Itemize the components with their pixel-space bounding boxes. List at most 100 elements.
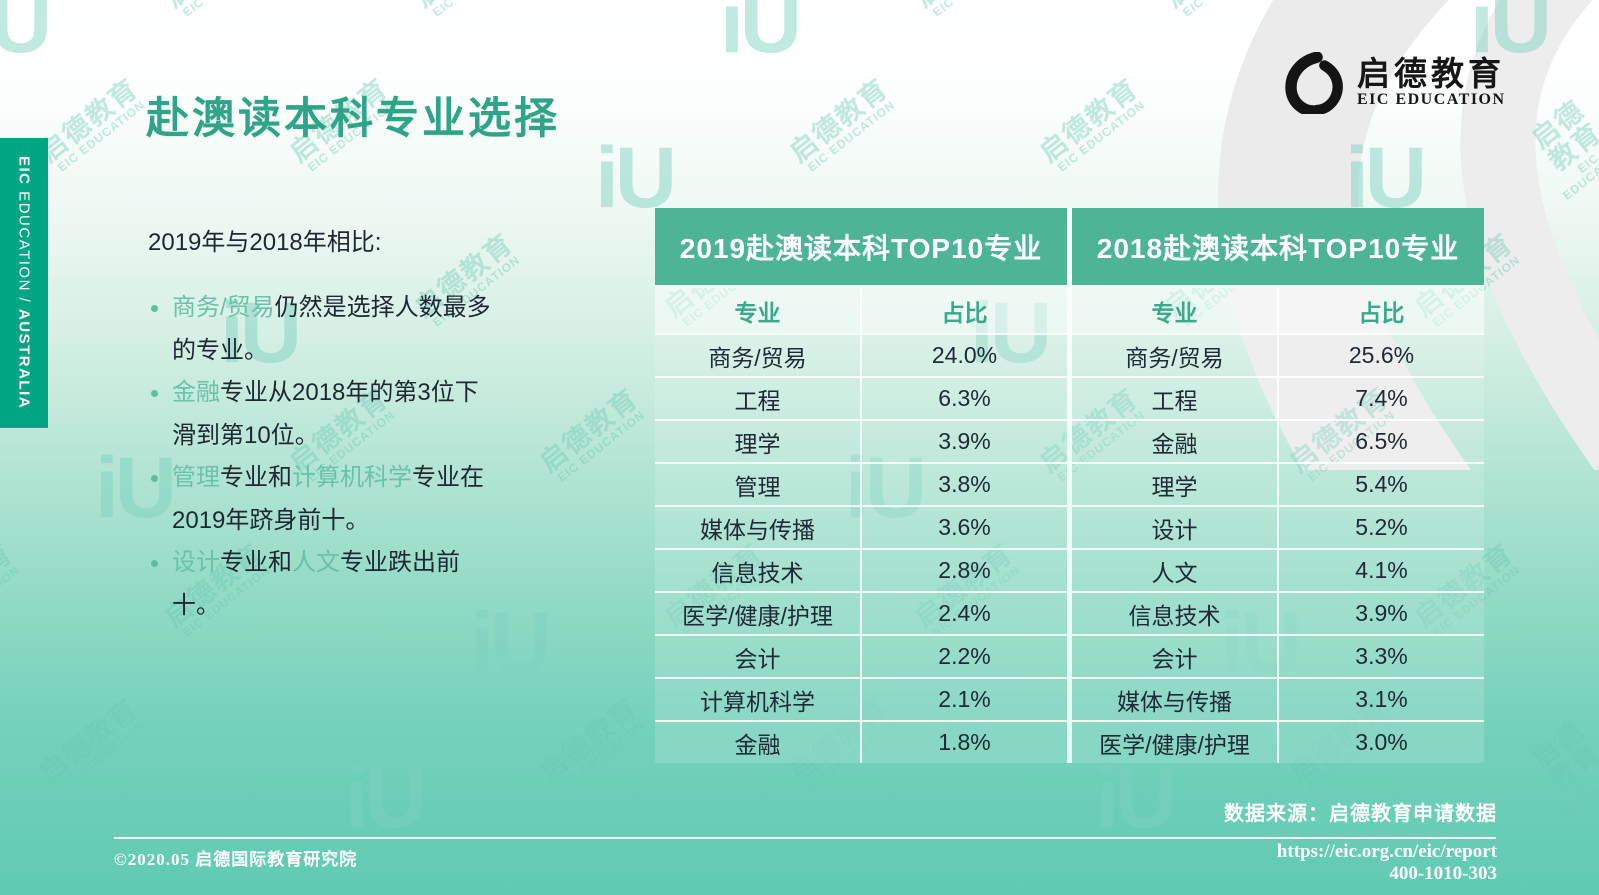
column-header-major: 专业 xyxy=(1072,288,1279,333)
bullet-item: 设计专业和人文专业跌出前十。 xyxy=(148,542,500,627)
bullet-text: 专业跌出前十。 xyxy=(172,549,460,619)
major-name-highlight: 人文 xyxy=(292,549,340,576)
share-cell: 3.9% xyxy=(938,428,991,454)
logo-name-cn: 启德教育 xyxy=(1357,54,1505,92)
table-row: 设计 5.2% xyxy=(1072,505,1484,548)
share-cell: 3.1% xyxy=(1355,686,1408,712)
table-row: 管理 3.8% xyxy=(655,462,1067,505)
comparison-summary: 2019年与2018年相比: 商务/贸易仍然是选择人数最多的专业。 金融专业从20… xyxy=(148,222,618,627)
column-header-major: 专业 xyxy=(655,288,862,333)
table-row: 金融 6.5% xyxy=(1072,419,1484,462)
bullet-item: 管理专业和计算机科学专业在2019年跻身前十。 xyxy=(148,457,500,542)
table-2018-column-headers: 专业 占比 xyxy=(1072,288,1484,333)
column-header-share: 占比 xyxy=(1358,299,1405,326)
major-cell: 会计 xyxy=(655,636,862,677)
major-cell: 金融 xyxy=(1072,421,1279,462)
bullet-text: 专业在2019年跻身前十。 xyxy=(172,464,484,534)
major-cell: 商务/贸易 xyxy=(1072,335,1279,376)
major-cell: 商务/贸易 xyxy=(655,335,862,376)
page-title: 赴澳读本科专业选择 xyxy=(146,95,560,143)
share-cell: 5.4% xyxy=(1355,471,1408,497)
major-cell: 人文 xyxy=(1072,550,1279,591)
major-cell: 信息技术 xyxy=(1072,593,1279,634)
major-name-highlight: 计算机科学 xyxy=(292,464,412,491)
major-cell: 医学/健康/护理 xyxy=(1072,722,1279,763)
share-cell: 24.0% xyxy=(931,342,998,368)
share-cell: 3.9% xyxy=(1355,600,1408,626)
share-cell: 2.4% xyxy=(938,600,991,626)
bullet-text: 专业从2018年的第3位下滑到第10位。 xyxy=(172,379,479,449)
share-cell: 6.5% xyxy=(1355,428,1408,454)
major-cell: 计算机科学 xyxy=(655,679,862,720)
comparison-bullets: 商务/贸易仍然是选择人数最多的专业。 金融专业从2018年的第3位下滑到第10位。… xyxy=(148,287,500,627)
table-row: 人文 4.1% xyxy=(1072,548,1484,591)
bullet-text: 仍然是选择人数最多的专业。 xyxy=(172,294,491,364)
sidebar-brand-text: EIC EDUCATION / AUSTRALIA xyxy=(16,156,33,409)
table-row: 工程 7.4% xyxy=(1072,376,1484,419)
table-row: 商务/贸易 24.0% xyxy=(655,333,1067,376)
bullet-dot-icon xyxy=(151,560,158,567)
major-cell: 会计 xyxy=(1072,636,1279,677)
major-cell: 理学 xyxy=(1072,464,1279,505)
table-row: 会计 3.3% xyxy=(1072,634,1484,677)
table-2018-title: 2018赴澳读本科TOP10专业 xyxy=(1072,208,1484,288)
share-cell: 2.1% xyxy=(938,686,991,712)
major-cell: 媒体与传播 xyxy=(655,507,862,548)
major-cell: 工程 xyxy=(655,378,862,419)
share-cell: 7.4% xyxy=(1355,385,1408,411)
table-2019: 2019赴澳读本科TOP10专业 专业 占比 商务/贸易 24.0% 工程 6.3% 理… xyxy=(655,208,1072,763)
bullet-dot-icon xyxy=(151,475,158,482)
share-cell: 2.8% xyxy=(938,557,991,583)
table-row: 医学/健康/护理 2.4% xyxy=(655,591,1067,634)
share-cell: 3.3% xyxy=(1355,643,1408,669)
bullet-item: 金融专业从2018年的第3位下滑到第10位。 xyxy=(148,372,500,457)
share-cell: 25.6% xyxy=(1348,342,1415,368)
table-row: 媒体与传播 3.6% xyxy=(655,505,1067,548)
top10-tables: 2019赴澳读本科TOP10专业 专业 占比 商务/贸易 24.0% 工程 6.3% 理… xyxy=(655,208,1484,763)
major-cell: 理学 xyxy=(655,421,862,462)
table-2019-body: 商务/贸易 24.0% 工程 6.3% 理学 3.9% 管理 3.8% 媒体与传播 3.6% 信息技… xyxy=(655,333,1067,763)
major-name-highlight: 管理 xyxy=(172,464,220,491)
sidebar-brand-separator: / xyxy=(15,298,33,310)
table-row: 信息技术 2.8% xyxy=(655,548,1067,591)
table-row: 商务/贸易 25.6% xyxy=(1072,333,1484,376)
bullet-item: 商务/贸易仍然是选择人数最多的专业。 xyxy=(148,287,500,372)
table-row: 金融 1.8% xyxy=(655,720,1067,763)
table-row: 医学/健康/护理 3.0% xyxy=(1072,720,1484,763)
major-name-highlight: 金融 xyxy=(172,379,220,406)
share-cell: 4.1% xyxy=(1355,557,1408,583)
share-cell: 3.0% xyxy=(1355,729,1408,755)
table-row: 计算机科学 2.1% xyxy=(655,677,1067,720)
major-cell: 媒体与传播 xyxy=(1072,679,1279,720)
share-cell: 3.6% xyxy=(938,514,991,540)
bullet-dot-icon xyxy=(151,305,158,312)
major-name-highlight: 商务/贸易 xyxy=(172,294,275,321)
table-2018-body: 商务/贸易 25.6% 工程 7.4% 金融 6.5% 理学 5.4% 设计 5.2% 人文 4.1%… xyxy=(1072,333,1484,763)
share-cell: 6.3% xyxy=(938,385,991,411)
bullet-text: 专业和 xyxy=(220,549,292,576)
table-row: 会计 2.2% xyxy=(655,634,1067,677)
brand-logo-text: 启德教育 EIC EDUCATION xyxy=(1357,54,1506,110)
logo-name-en: EIC EDUCATION xyxy=(1357,91,1506,109)
footer-divider xyxy=(114,837,1496,839)
comparison-heading: 2019年与2018年相比: xyxy=(148,229,382,256)
footer-data-source: 数据来源：启德教育申请数据 xyxy=(1224,803,1497,825)
share-cell: 5.2% xyxy=(1355,514,1408,540)
footer-copyright: ©2020.05 启德国际教育研究院 xyxy=(114,850,358,869)
table-row: 媒体与传播 3.1% xyxy=(1072,677,1484,720)
table-row: 理学 5.4% xyxy=(1072,462,1484,505)
brand-logo: 启德教育 EIC EDUCATION xyxy=(1283,52,1506,114)
table-2019-title: 2019赴澳读本科TOP10专业 xyxy=(655,208,1067,288)
eic-logo-icon xyxy=(1285,52,1343,114)
share-cell: 1.8% xyxy=(938,729,991,755)
major-cell: 医学/健康/护理 xyxy=(655,593,862,634)
table-row: 信息技术 3.9% xyxy=(1072,591,1484,634)
major-cell: 金融 xyxy=(655,722,862,763)
major-cell: 设计 xyxy=(1072,507,1279,548)
footer-phone-number: 400-1010-303 xyxy=(1389,863,1497,884)
table-2019-column-headers: 专业 占比 xyxy=(655,288,1067,333)
footer-report-url: https://eic.org.cn/eic/report xyxy=(1276,841,1497,862)
major-cell: 工程 xyxy=(1072,378,1279,419)
